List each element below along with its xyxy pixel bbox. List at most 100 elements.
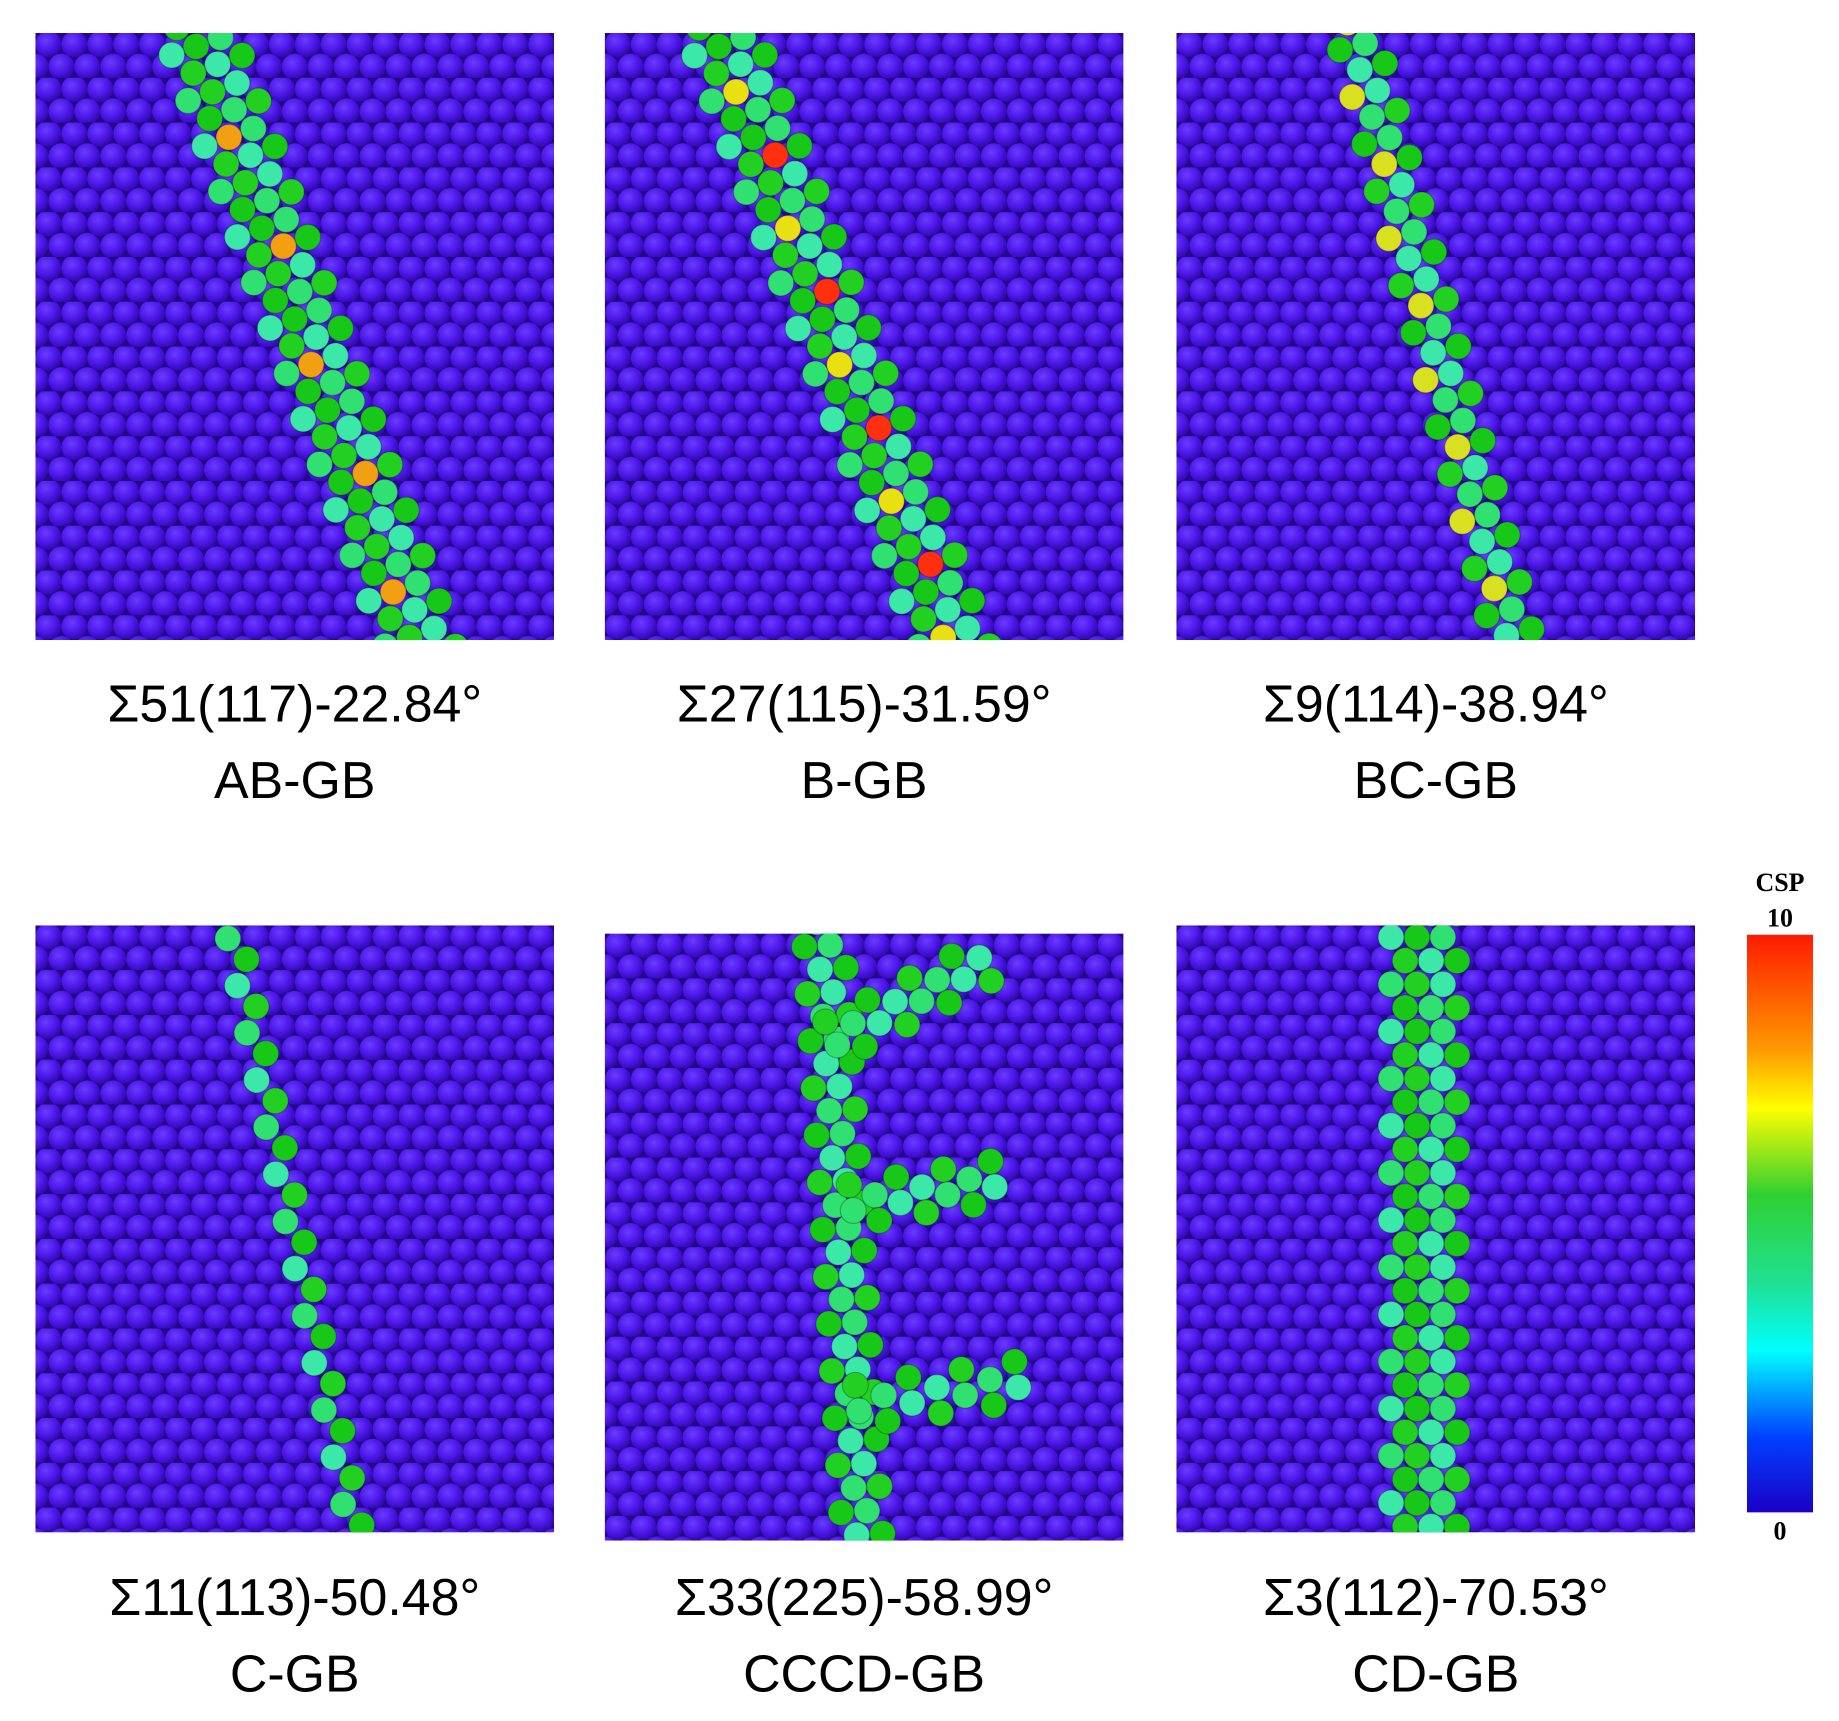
boundary-atom (796, 1027, 825, 1055)
boundary-atom (977, 632, 1002, 641)
boundary-atom (1403, 1017, 1431, 1045)
boundary-atom (223, 223, 251, 251)
boundary-atom (1417, 947, 1445, 975)
boundary-atom (853, 1497, 881, 1525)
boundary-atom (290, 1228, 318, 1256)
panel-subtitle: BC-GB (1354, 751, 1518, 809)
boundary-atom (392, 496, 420, 524)
boundary-atom (815, 251, 843, 279)
boundary-atom (206, 33, 235, 52)
boundary-atom (907, 987, 936, 1015)
boundary-atom (1443, 1135, 1471, 1163)
boundary-atom (233, 925, 240, 926)
panel-title: Σ33(225)-58.99° (675, 1568, 1054, 1626)
boundary-atom (420, 615, 448, 641)
boundary-atom (1412, 265, 1440, 293)
panel (35, 33, 555, 641)
panel (604, 933, 1124, 1541)
boundary-atom (1403, 1442, 1431, 1470)
boundary-atom (252, 1040, 280, 1068)
boundary-atom (214, 925, 242, 953)
boundary-atom (1363, 177, 1391, 205)
boundary-atom (796, 232, 824, 260)
boundary-atom (793, 980, 821, 1008)
boundary-atom (870, 542, 898, 570)
boundary-atom (1417, 1324, 1445, 1352)
boundary-atom (1429, 1206, 1457, 1234)
boundary-atom (838, 1261, 866, 1289)
boundary-atom (354, 433, 382, 461)
boundary-atom (869, 1519, 897, 1541)
panel (1176, 925, 1696, 1533)
boundary-atom (941, 541, 969, 569)
boundary-atom (843, 396, 871, 424)
boundary-atom (824, 1238, 852, 1266)
boundary-atom (806, 1168, 834, 1196)
boundary-atom (853, 986, 882, 1014)
boundary-atom (895, 533, 923, 561)
boundary-atom (815, 1097, 843, 1125)
boundary-atom (359, 405, 387, 433)
panels: Σ51(117)-22.84° AB-GB Σ27(115)-31.59° B-GB Σ… (35, 33, 1696, 1703)
boundary-atom (815, 1310, 843, 1338)
boundary-atom (1424, 312, 1453, 340)
boundary-atom (1388, 171, 1416, 199)
boundary-atom (1424, 413, 1452, 441)
boundary-atom (727, 50, 755, 78)
boundary-atom (1417, 1135, 1445, 1163)
boundary-atom (1391, 1418, 1419, 1446)
boundary-atom (888, 587, 916, 615)
boundary-atom (373, 632, 398, 641)
boundary-atom (1326, 36, 1354, 64)
boundary-atom (1403, 1206, 1431, 1234)
boundary-atom (1473, 602, 1501, 630)
boundary-atom (818, 1357, 846, 1385)
boundary-atom (1395, 244, 1423, 273)
boundary-atom (950, 965, 978, 993)
boundary-atom (207, 178, 235, 206)
boundary-atom (310, 269, 338, 297)
boundary-atom (239, 114, 267, 143)
boundary-atom (784, 314, 812, 343)
boundary-atom (1004, 1373, 1032, 1401)
panel-title: Σ51(117)-22.84° (107, 674, 482, 732)
boundary-atom (1403, 1253, 1431, 1281)
boundary-atom (927, 1399, 955, 1427)
colorbar-max: 10 (1767, 904, 1793, 933)
boundary-atom (313, 396, 342, 424)
boundary-atom (751, 41, 779, 69)
boundary-atom (243, 1066, 271, 1094)
boundary-atom (403, 569, 432, 597)
boundary-atom (311, 423, 339, 451)
boundary-atom (1351, 33, 1379, 57)
boundary-atom (376, 605, 404, 633)
boundary-atom (1417, 1277, 1445, 1305)
boundary-atom (778, 187, 806, 215)
boundary-atom (1518, 615, 1546, 641)
boundary-atom (715, 133, 743, 161)
boundary-atom (774, 214, 802, 242)
boundary-atom (1417, 1371, 1445, 1399)
boundary-atom (1444, 332, 1472, 360)
boundary-atom (854, 314, 882, 342)
boundary-atom (191, 132, 219, 160)
boundary-atom (1363, 76, 1391, 105)
boundary-atom (1391, 994, 1419, 1022)
boundary-atom (1437, 359, 1465, 387)
boundary-atom (1346, 56, 1374, 84)
boundary-atom (1403, 1395, 1431, 1423)
boundary-atom (319, 1370, 347, 1398)
boundary-atom (1443, 1465, 1471, 1493)
boundary-atom (912, 578, 940, 606)
boundary-atom (1377, 1347, 1405, 1376)
boundary-atom (228, 41, 256, 70)
boundary-atom (1429, 925, 1457, 951)
boundary-atom (839, 933, 847, 935)
boundary-atom (256, 314, 284, 342)
boundary-atom (781, 160, 809, 188)
boundary-atom (182, 33, 210, 60)
boundary-atom (977, 967, 1005, 995)
boundary-atom (1377, 1017, 1405, 1045)
boundary-atom (865, 1206, 893, 1235)
boundary-atom (1461, 454, 1489, 482)
